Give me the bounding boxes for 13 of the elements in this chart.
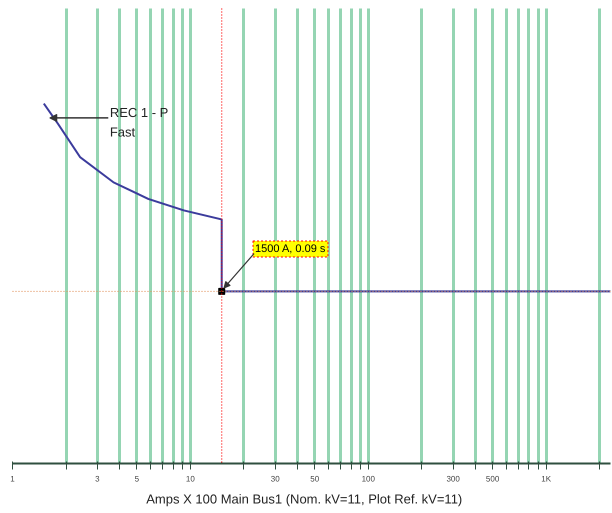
x-tick-label: 500 <box>486 474 500 484</box>
x-tick-label: 3 <box>95 474 100 484</box>
x-axis-title: Amps X 100 Main Bus1 (Nom. kV=11, Plot Ref. kV=11) <box>146 492 462 506</box>
annotation: 1500 A, 0.09 s <box>255 243 326 256</box>
x-tick-label: 1K <box>541 474 552 484</box>
x-tick-label: 5 <box>134 474 140 484</box>
x-tick-label: 50 <box>310 474 320 484</box>
x-tick-label: 30 <box>270 474 280 484</box>
x-tick-label: 10 <box>186 474 196 484</box>
x-tick-label: 300 <box>446 474 460 484</box>
x-tick-label: 1 <box>10 474 16 484</box>
x-tick-label: 100 <box>362 474 376 484</box>
text: REC 1 - P Fast <box>110 105 168 140</box>
